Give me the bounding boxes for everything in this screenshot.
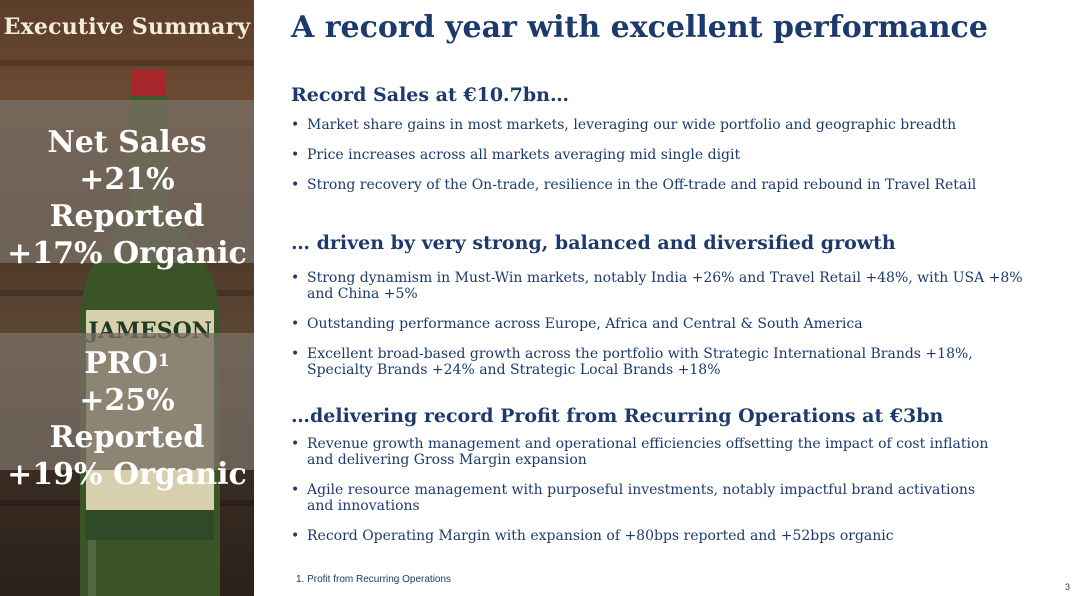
bullet-item: Agile resource management with purposefu… xyxy=(291,482,1001,514)
footnote-marker: 1 xyxy=(157,351,170,371)
photo-panel: JAMESON Executive Summary Net Sales +21%… xyxy=(0,0,254,596)
page-number: 3 xyxy=(1064,582,1070,592)
bullet-item: Excellent broad-based growth across the … xyxy=(291,346,1036,378)
page-title: A record year with excellent performance xyxy=(291,10,988,45)
section-heading-profit: …delivering record Profit from Recurring… xyxy=(291,405,944,427)
bullet-item: Record Operating Margin with expansion o… xyxy=(291,528,1001,544)
profit-bullet-list: Revenue growth management and operationa… xyxy=(291,436,1001,544)
stat-organic: +19% Organic xyxy=(7,457,247,492)
footnote: 1. Profit from Recurring Operations xyxy=(296,574,452,585)
bullet-item: Outstanding performance across Europe, A… xyxy=(291,316,1036,332)
sales-bullet-list: Market share gains in most markets, leve… xyxy=(291,117,1051,193)
bullet-item: Strong dynamism in Must-Win markets, not… xyxy=(291,270,1036,302)
stat-organic: +17% Organic xyxy=(7,236,247,271)
stat-reported: +21% Reported xyxy=(49,162,205,234)
stat-reported: +25% Reported xyxy=(49,383,205,455)
bullet-item: Market share gains in most markets, leve… xyxy=(291,117,1051,133)
bullet-item: Revenue growth management and operationa… xyxy=(291,436,1001,468)
section-heading-growth: … driven by very strong, balanced and di… xyxy=(291,232,896,254)
bullet-item: Strong recovery of the On-trade, resilie… xyxy=(291,177,1051,193)
stat-label: Net Sales xyxy=(47,125,207,160)
wood-texture xyxy=(0,60,254,66)
bullet-item: Price increases across all markets avera… xyxy=(291,147,1051,163)
section-heading-sales: Record Sales at €10.7bn… xyxy=(291,84,569,106)
net-sales-stat-box: Net Sales +21% Reported +17% Organic xyxy=(0,100,254,271)
stat-label: PRO1 xyxy=(0,345,254,382)
stat-label-text: PRO xyxy=(84,346,158,381)
section-title: Executive Summary xyxy=(3,14,251,40)
growth-bullet-list: Strong dynamism in Must-Win markets, not… xyxy=(291,270,1036,378)
pro-stat-box: PRO1 +25% Reported +19% Organic xyxy=(0,333,254,492)
